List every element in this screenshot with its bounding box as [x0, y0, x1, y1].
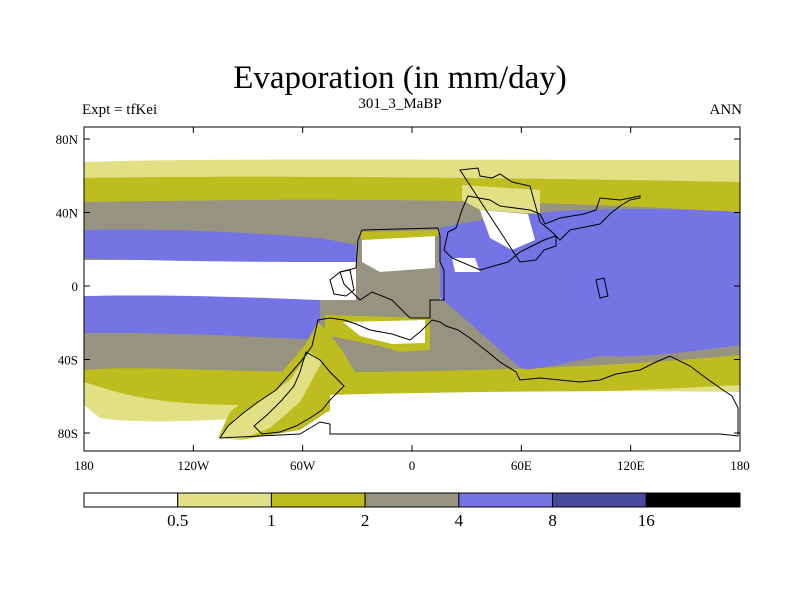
coastline-island-2: [595, 277, 609, 299]
colorbar-swatch: [552, 492, 647, 508]
x-tick-label: 60W: [290, 458, 316, 473]
coastline-island-1: [329, 269, 355, 297]
y-tick-label: 40N: [56, 206, 79, 221]
case-label: 301_3_MaBP: [358, 96, 442, 112]
colorbar-label: 1: [267, 511, 276, 530]
region-east-blue: [430, 209, 740, 370]
colorbar-swatch: [364, 492, 460, 508]
y-axis-ticks: 80N 40N 0 40S 80S: [56, 132, 740, 441]
land-asia-lightrim: [462, 185, 540, 214]
colorbar-label: 16: [638, 511, 655, 530]
land-asia-white: [480, 210, 535, 250]
colorbar-swatch: [645, 492, 741, 508]
coastline-southern-continent: [219, 317, 739, 439]
coastlines: [219, 167, 739, 439]
land-antarctic-white: [330, 391, 740, 451]
coastline-sa-inner: [253, 351, 345, 435]
experiment-label: Expt = tfKei: [82, 102, 158, 118]
x-tick-label: 0: [409, 458, 416, 473]
x-tick-label: 180: [74, 458, 94, 473]
y-tick-label: 80N: [56, 132, 79, 147]
colorbar: 0.5 1 2 4 8 16: [83, 492, 741, 530]
colorbar-swatch: [270, 492, 366, 508]
colorbar-swatch: [458, 492, 554, 508]
y-tick-label: 0: [72, 279, 79, 294]
colorbar-label: 4: [455, 511, 464, 530]
x-tick-label: 60E: [511, 458, 532, 473]
map-title: Evaporation (in mm/day): [233, 60, 567, 96]
x-tick-label: 120W: [177, 458, 210, 473]
land-north-olive-edge: [360, 230, 438, 240]
y-tick-label: 40S: [58, 353, 78, 368]
belt-north-blue: [84, 229, 356, 262]
coastline-eurasia: [443, 167, 641, 271]
y-tick-label: 80S: [58, 426, 78, 441]
colorbar-label: 2: [361, 511, 370, 530]
belt-south-blue: [84, 295, 320, 340]
x-tick-label: 180: [730, 458, 750, 473]
coastline-north-continent: [339, 227, 445, 319]
land-sa-light: [218, 352, 322, 440]
colorbar-swatch: [177, 492, 272, 508]
land-north-white: [362, 234, 435, 272]
x-axis-ticks: 180 120W 60W 0 60E 120E 180: [74, 127, 750, 473]
colorbar-label: 0.5: [167, 511, 188, 530]
colorbar-swatch: [83, 492, 179, 508]
map-field: [84, 127, 740, 451]
colorbar-label: 8: [548, 511, 557, 530]
season-label: ANN: [709, 102, 743, 118]
x-tick-label: 120E: [617, 458, 645, 473]
